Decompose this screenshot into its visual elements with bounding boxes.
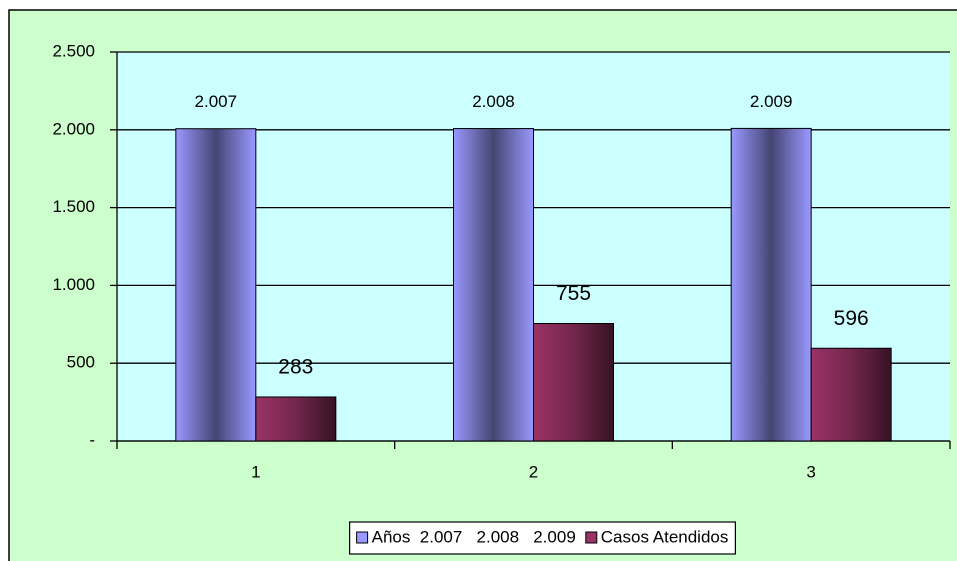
y-tick-label: 500 [67, 353, 95, 372]
data-label: 2.009 [750, 92, 793, 111]
data-label: 283 [278, 356, 313, 379]
legend-swatch [585, 531, 598, 544]
y-tick-label: 1.500 [52, 197, 95, 216]
legend: Años 2.007 2.008 2.009 Casos Atendidos [349, 521, 736, 555]
bar-shade [533, 323, 614, 441]
y-tick-label: 1.000 [52, 275, 95, 294]
legend-swatch [356, 531, 369, 544]
bar-shade [175, 128, 256, 441]
x-tick-label: 3 [806, 462, 815, 481]
bar-shade [255, 396, 336, 441]
data-label: 2.007 [195, 92, 238, 111]
bar-shade [731, 128, 812, 441]
y-tick-label: 2.000 [52, 119, 95, 138]
data-label: 596 [834, 307, 869, 330]
bar-shade [811, 348, 892, 441]
data-label: 2.008 [472, 92, 515, 111]
x-tick-label: 1 [251, 462, 260, 481]
x-tick-label: 2 [529, 462, 538, 481]
legend-label: Años 2.007 2.008 2.009 [372, 527, 576, 546]
y-tick-label: - [89, 430, 95, 449]
legend-label: Casos Atendidos [601, 527, 729, 546]
bar-shade [453, 128, 534, 441]
y-tick-label: 2.500 [52, 41, 95, 60]
legend-box [349, 521, 736, 555]
data-label: 755 [556, 282, 591, 305]
